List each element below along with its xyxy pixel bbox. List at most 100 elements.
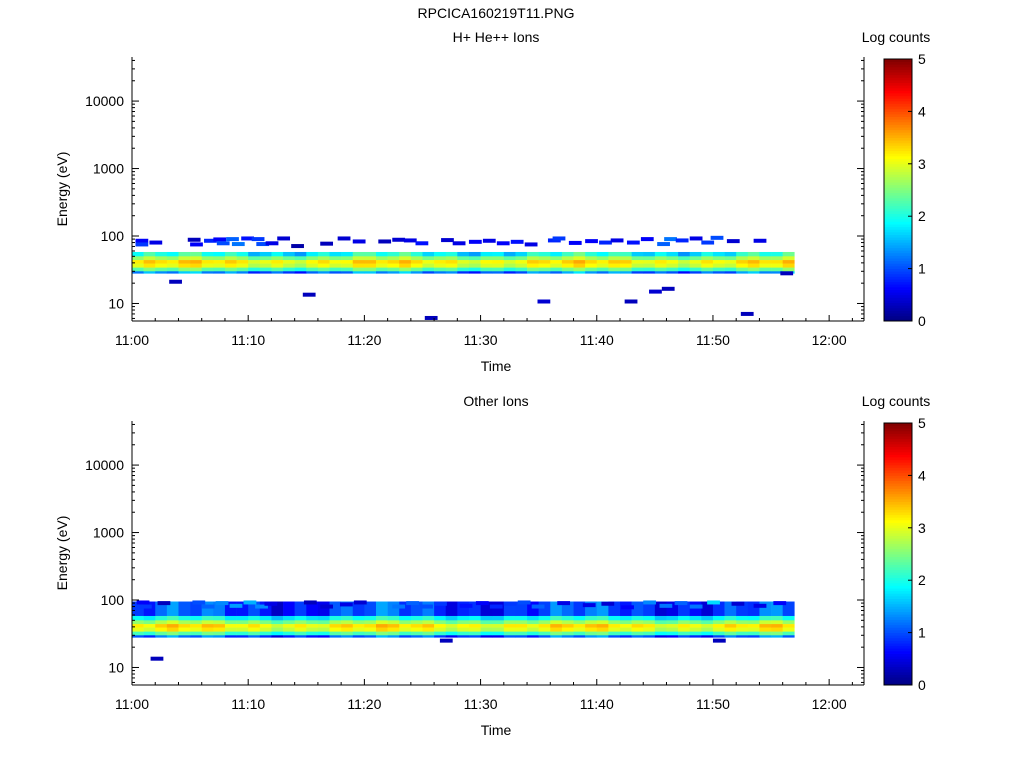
heatmap-cell: [724, 251, 737, 257]
panel-1-ylabel: Energy (eV): [54, 152, 70, 227]
heatmap-cell: [643, 256, 656, 261]
colorbar-swatch: [884, 669, 912, 673]
heatmap-cell: [712, 624, 725, 628]
heatmap-cell: [480, 263, 493, 268]
heatmap-cell: [759, 631, 772, 636]
heatmap-cell: [678, 263, 691, 268]
heatmap-cell: [480, 256, 493, 261]
heatmap-cell: [317, 624, 330, 628]
heatmap-cell: [503, 615, 516, 621]
heatmap-cell: [329, 271, 342, 274]
heatmap-cell: [724, 271, 737, 274]
heatmap-point: [452, 241, 466, 246]
heatmap-cell: [654, 601, 667, 617]
panel-2-xlabel: Time: [481, 722, 512, 738]
heatmap-cell: [468, 627, 481, 632]
panel-2-colorbar: Log counts 0 1 2 3 4 5: [862, 393, 931, 693]
colorbar-swatch: [884, 449, 912, 453]
heatmap-point: [601, 601, 615, 606]
heatmap-cell: [631, 251, 644, 257]
heatmap-cell: [201, 624, 214, 628]
heatmap-cell: [585, 251, 598, 257]
heatmap-cell: [492, 263, 505, 268]
heatmap-cell: [376, 263, 388, 268]
heatmap-cell: [759, 256, 772, 261]
colorbar-swatch: [884, 197, 912, 201]
heatmap-cell: [643, 601, 656, 617]
heatmap-point: [215, 601, 229, 606]
heatmap-cell: [573, 615, 586, 621]
heatmap-cell: [213, 615, 226, 621]
heatmap-cell: [643, 631, 656, 636]
heatmap-cell: [468, 251, 481, 257]
heatmap-cell: [248, 251, 261, 257]
heatmap-cell: [724, 615, 737, 621]
heatmap-cell: [631, 601, 644, 617]
heatmap-cell: [294, 267, 307, 272]
heatmap-cell: [132, 615, 144, 621]
heatmap-point: [135, 238, 149, 243]
heatmap-cell: [213, 263, 226, 268]
heatmap-cell: [678, 251, 691, 257]
heatmap-cell: [527, 620, 539, 625]
heatmap-cell: [190, 620, 203, 625]
heatmap-cell: [364, 624, 377, 628]
heatmap-cell: [422, 256, 435, 261]
heatmap-cell: [155, 627, 168, 632]
heatmap-cell: [143, 624, 156, 628]
colorbar-swatch: [884, 567, 912, 571]
heatmap-point: [475, 601, 489, 606]
heatmap-cell: [259, 263, 272, 268]
heatmap-cell: [445, 263, 458, 268]
colorbar-swatch: [884, 637, 912, 641]
panel-2-plot-area: [132, 421, 864, 685]
heatmap-cell: [468, 263, 481, 268]
heatmap-cell: [190, 624, 203, 628]
heatmap-cell: [666, 615, 679, 621]
heatmap-cell: [329, 260, 342, 264]
heatmap-cell: [561, 624, 574, 628]
heatmap-cell: [329, 620, 342, 625]
heatmap-point: [659, 603, 673, 608]
heatmap-point: [624, 299, 638, 304]
y-tick-label: 1000: [93, 161, 124, 177]
heatmap-cell: [631, 627, 644, 632]
heatmap-cell: [712, 260, 725, 264]
heatmap-cell: [259, 620, 272, 625]
heatmap-point: [701, 240, 715, 245]
heatmap-cell: [666, 620, 679, 625]
heatmap-point: [187, 237, 201, 242]
colorbar-swatch: [884, 475, 912, 479]
heatmap-cell: [422, 251, 435, 257]
heatmap-cell: [573, 624, 586, 628]
heatmap-cell: [364, 620, 377, 625]
heatmap-cell: [399, 627, 412, 632]
heatmap-cell: [399, 256, 412, 261]
colorbar-swatch: [884, 103, 912, 107]
heatmap-cell: [341, 631, 354, 636]
heatmap-cell: [190, 267, 203, 272]
colorbar-swatch: [884, 588, 912, 592]
heatmap-cell: [771, 624, 783, 628]
heatmap-cell: [736, 601, 749, 617]
heatmap-cell: [620, 635, 632, 638]
colorbar-swatch: [884, 98, 912, 102]
heatmap-cell: [527, 271, 539, 274]
heatmap-cell: [736, 631, 749, 636]
heatmap-cell: [399, 263, 412, 268]
heatmap-point: [256, 242, 270, 247]
colorbar-swatch: [884, 124, 912, 128]
heatmap-cell: [143, 271, 156, 274]
heatmap-cell: [201, 627, 214, 632]
heatmap-cell: [457, 620, 470, 625]
heatmap-point: [277, 236, 291, 241]
heatmap-cell: [666, 256, 679, 261]
colorbar-swatch: [884, 554, 912, 558]
colorbar-swatch: [884, 163, 912, 167]
heatmap-cell: [445, 615, 458, 621]
heatmap-cell: [329, 635, 342, 638]
heatmap-cell: [132, 635, 144, 638]
heatmap-point: [552, 236, 566, 241]
heatmap-cell: [654, 615, 667, 621]
colorbar-swatch: [884, 174, 912, 178]
